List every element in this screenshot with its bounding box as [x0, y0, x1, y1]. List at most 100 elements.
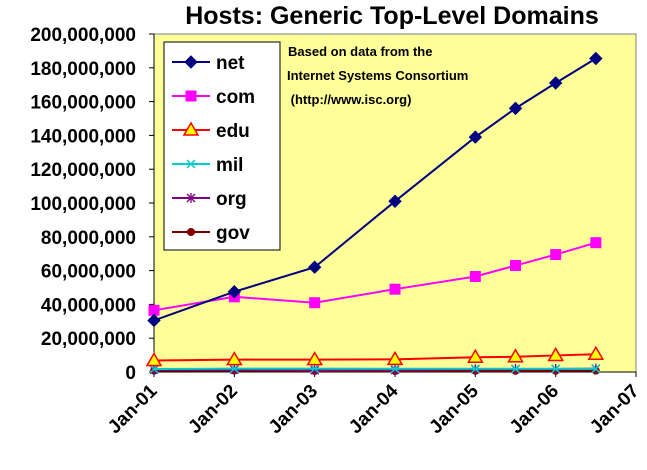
data-point-mil-shape	[310, 364, 320, 374]
legend-label-org: org	[216, 189, 247, 210]
legend: net com edu mil org gov	[163, 41, 281, 251]
legend-label-net: net	[216, 53, 245, 74]
annotation-line-3: (http://www.isc.org)	[287, 92, 411, 107]
legend-item-edu: edu	[172, 121, 250, 142]
data-point-com-shape	[590, 237, 602, 249]
data-point-net	[589, 51, 603, 66]
x-tick-label: Jan-07	[586, 381, 643, 438]
data-point-mil	[551, 364, 561, 374]
legend-marker-com	[185, 90, 197, 102]
data-point-edu-shape	[145, 352, 163, 367]
series-com	[148, 237, 602, 316]
data-point-edu	[467, 348, 484, 364]
data-point-mil	[229, 364, 239, 374]
data-point-com	[309, 297, 321, 309]
data-point-net	[227, 285, 242, 299]
series-edu	[145, 345, 605, 367]
data-point-net-shape	[548, 76, 563, 90]
data-point-mil	[149, 364, 159, 374]
x-tick-label: Jan-03	[265, 381, 322, 438]
y-tick-label: 60,000,000	[41, 262, 136, 283]
series-line-edu	[153, 353, 596, 362]
series-net	[147, 51, 603, 328]
series-mil	[149, 364, 601, 374]
data-point-mil-shape	[229, 364, 239, 374]
data-point-edu-shape	[386, 350, 404, 366]
y-tick-label: 20,000,000	[41, 329, 136, 350]
y-tick-label: 140,000,000	[30, 126, 136, 147]
data-point-mil-shape	[470, 364, 480, 374]
data-point-net	[307, 260, 322, 274]
data-point-com	[469, 271, 481, 283]
data-point-edu	[587, 345, 605, 361]
data-point-mil	[591, 364, 601, 374]
data-point-net	[508, 101, 523, 116]
data-point-mil	[510, 364, 521, 374]
data-point-com-shape	[309, 297, 321, 309]
data-point-mil-shape	[390, 364, 400, 374]
legend-marker-net	[184, 55, 198, 69]
legend-item-com: com	[172, 87, 255, 108]
data-point-edu	[226, 351, 243, 366]
y-tick-label: 80,000,000	[41, 228, 136, 249]
x-tick-label: Jan-04	[345, 380, 403, 438]
legend-box	[163, 41, 281, 251]
legend-label-gov: gov	[216, 223, 250, 244]
annotation-line-1: Based on data from the	[288, 44, 432, 59]
data-point-net-shape	[147, 313, 161, 328]
data-point-net	[548, 76, 563, 90]
legend-marker-net-shape	[184, 55, 198, 69]
data-point-edu	[386, 350, 404, 366]
y-tick-label: 180,000,000	[30, 59, 136, 80]
x-tick-label: Jan-01	[104, 380, 162, 438]
series-layer	[145, 51, 605, 376]
x-axis: Jan-01 Jan-02 Jan-03 Jan-04 Jan-05 Jan-06 Jan-…	[104, 371, 644, 438]
x-tick-label: Jan-05	[425, 380, 483, 438]
data-point-net-shape	[227, 285, 242, 299]
data-point-edu-shape	[306, 351, 323, 366]
legend-label-com: com	[216, 87, 255, 108]
data-point-edu	[507, 348, 524, 363]
y-tick-label: 100,000,000	[30, 194, 136, 215]
legend-item-gov: gov	[172, 223, 250, 244]
data-point-com	[510, 260, 521, 272]
legend-marker-edu	[182, 121, 200, 136]
y-tick-label: 160,000,000	[30, 93, 136, 114]
x-tick-label: Jan-06	[506, 381, 563, 438]
data-point-edu-shape	[547, 346, 564, 362]
data-point-mil	[390, 364, 400, 374]
data-point-net	[147, 313, 161, 328]
legend-marker-edu-shape	[182, 121, 200, 136]
series-line-net	[153, 57, 597, 322]
legend-label-mil: mil	[216, 155, 243, 176]
data-point-edu-shape	[467, 348, 484, 364]
y-tick-label: 200,000,000	[30, 25, 136, 46]
data-point-edu-shape	[507, 348, 524, 363]
data-point-com	[550, 249, 562, 261]
data-point-com	[389, 283, 401, 295]
chart-title: Hosts: Generic Top-Level Domains	[185, 2, 599, 30]
legend-marker-gov	[187, 228, 195, 236]
annotation-line-2: Internet Systems Consortium	[287, 68, 468, 83]
data-point-mil-shape	[149, 364, 159, 374]
data-point-com-shape	[550, 249, 562, 261]
y-tick-label: 120,000,000	[30, 160, 136, 181]
legend-item-org: org	[172, 189, 247, 210]
legend-marker-gov-shape	[187, 228, 195, 236]
data-point-mil	[470, 364, 480, 374]
data-point-com-shape	[510, 260, 521, 272]
data-point-edu-shape	[226, 351, 243, 366]
data-point-com-shape	[469, 271, 481, 283]
data-point-edu-shape	[587, 345, 605, 361]
data-point-org	[390, 364, 400, 375]
data-point-net	[388, 194, 402, 209]
y-axis: 0 20,000,000 40,000,000 60,000,000 80,000,00…	[30, 25, 155, 384]
legend-label-edu: edu	[216, 121, 250, 142]
legend-item-net: net	[172, 53, 245, 74]
data-point-com	[590, 237, 602, 249]
data-point-edu	[547, 346, 564, 362]
legend-marker-com-shape	[185, 90, 197, 102]
data-point-net	[468, 130, 483, 144]
